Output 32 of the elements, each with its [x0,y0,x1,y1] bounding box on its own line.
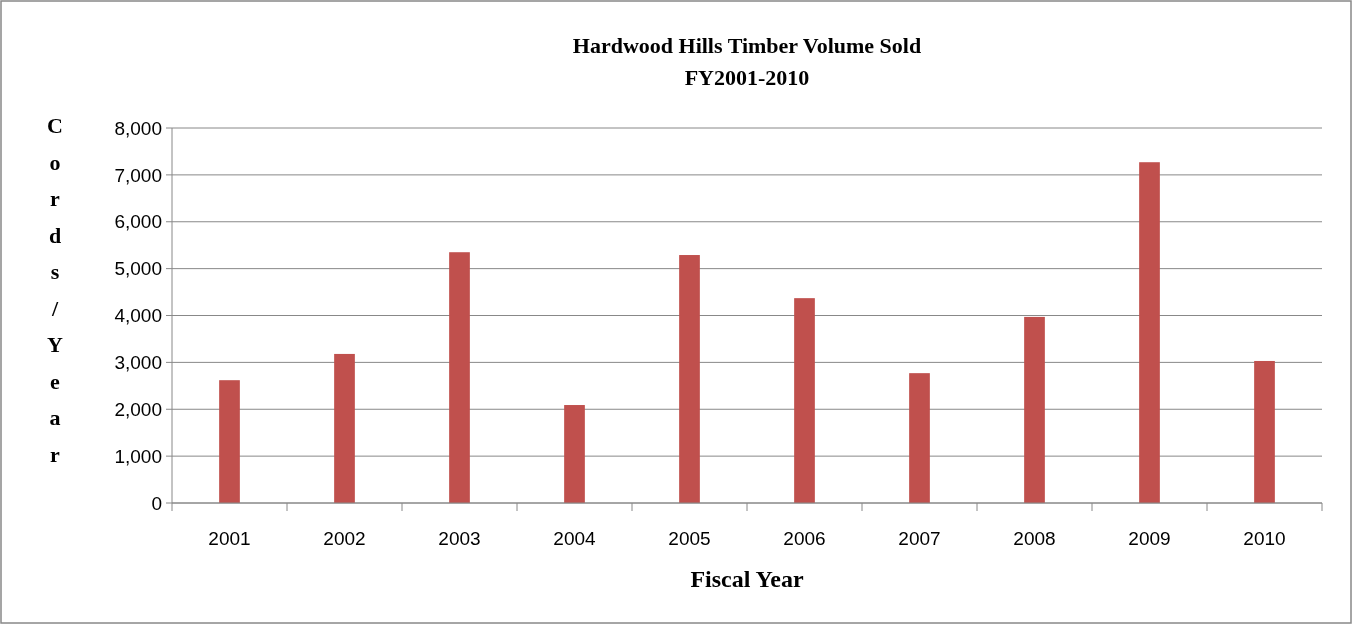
y-tick-label: 4,000 [114,305,162,327]
x-tick-label: 2009 [1128,528,1171,549]
bar [449,252,470,503]
bar [1254,360,1275,503]
text: Cords/Year [47,113,63,467]
y-tick-label: 3,000 [114,352,162,374]
x-tick-label: 2006 [783,528,826,549]
bar [679,255,700,503]
y-tick-label: 6,000 [114,211,162,233]
y-tick-label: 0 [151,492,162,514]
chart-title: Hardwood Hills Timber Volume Sold FY2001-2010 [572,33,922,90]
x-tick-label: 2001 [208,528,251,549]
y-tick-label: 2,000 [114,398,162,420]
bar [1024,316,1045,503]
x-tick-label: 2004 [553,528,597,549]
y-tick-label: 1,000 [114,445,162,467]
y-tick-label: 5,000 [114,258,162,280]
x-tick-label: 2005 [668,528,711,549]
x-tick-label: 2003 [438,528,481,549]
x-axis-title: Fiscal Year [690,566,804,592]
bar [909,373,930,503]
x-tick-label: 2008 [1013,528,1056,549]
bar [334,353,355,503]
y-tick-label: 7,000 [114,164,162,186]
bar [564,405,585,503]
bar [794,298,815,503]
y-tick-label: 8,000 [114,117,162,139]
x-tick-label: 2010 [1243,528,1286,549]
bar [219,380,240,503]
x-tick-label: 2002 [323,528,366,549]
bar [1139,162,1160,503]
x-tick-label: 2007 [898,528,941,549]
